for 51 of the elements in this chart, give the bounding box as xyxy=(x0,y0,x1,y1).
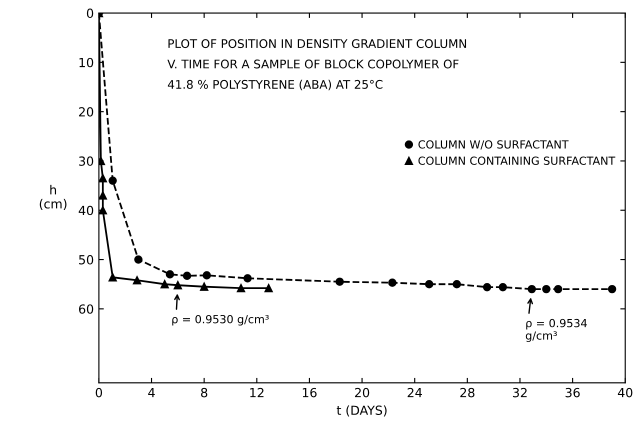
point xyxy=(528,284,536,294)
y-tick-label: 20 xyxy=(79,107,94,117)
point xyxy=(182,272,192,280)
x-tick-label: 36 xyxy=(566,388,580,398)
point xyxy=(200,282,208,291)
y-tick-label: 10 xyxy=(79,58,94,68)
x-tick-label: 4 xyxy=(148,388,155,398)
point xyxy=(264,284,273,292)
point xyxy=(554,284,562,294)
point xyxy=(202,271,211,280)
point xyxy=(108,176,117,185)
point xyxy=(452,280,461,288)
point xyxy=(108,273,117,282)
point xyxy=(243,274,252,282)
x-tick-label: 32 xyxy=(512,388,527,398)
point xyxy=(482,282,492,292)
y-axis-title: h (cm) xyxy=(40,184,66,210)
y-tick-label: 30 xyxy=(79,156,94,166)
point xyxy=(98,191,108,200)
point xyxy=(498,282,508,292)
y-tick-label: 50 xyxy=(79,255,94,264)
point xyxy=(388,278,396,287)
annotation: ρ = 0.9534 g/cm³ xyxy=(526,318,587,342)
x-tick-label: 24 xyxy=(408,388,422,398)
point xyxy=(134,255,143,264)
text: PLOT OF POSITION IN DENSITY GRADIENT COLUMN V. TIME FOR A SAMPLE OF BLOCK COPOLYMER OF 41.8 % POLYSTYRENE (ABA) AT 25°C xyxy=(167,39,466,90)
point xyxy=(542,284,550,294)
x-tick-label: 40 xyxy=(618,388,632,398)
x-axis-title: t (DAYS) xyxy=(336,405,387,416)
y-tick-label: 0 xyxy=(86,8,94,18)
y-tick-label: 60 xyxy=(78,304,94,314)
point xyxy=(160,280,169,288)
legend-label: COLUMN CONTAINING SURFACTANT xyxy=(418,156,616,165)
annotation: ρ = 0.9530 g/cm³ xyxy=(172,314,269,326)
x-tick-label: 8 xyxy=(201,388,208,398)
point xyxy=(132,276,142,284)
legend-label: COLUMN W/O SURFACTANT xyxy=(418,140,569,150)
x-tick-label: 28 xyxy=(460,388,474,398)
point xyxy=(236,284,246,292)
point xyxy=(98,206,108,214)
point xyxy=(425,280,434,288)
x-tick-label: 12 xyxy=(250,388,264,398)
x-tick-label: 16 xyxy=(302,388,317,398)
x-tick-label: 20 xyxy=(355,388,370,398)
point xyxy=(608,284,616,294)
point xyxy=(174,281,182,290)
x-tick-label: 0 xyxy=(96,388,102,398)
point xyxy=(166,270,174,279)
point xyxy=(336,278,344,286)
y-tick-label: 40 xyxy=(78,206,94,216)
point xyxy=(98,174,108,182)
